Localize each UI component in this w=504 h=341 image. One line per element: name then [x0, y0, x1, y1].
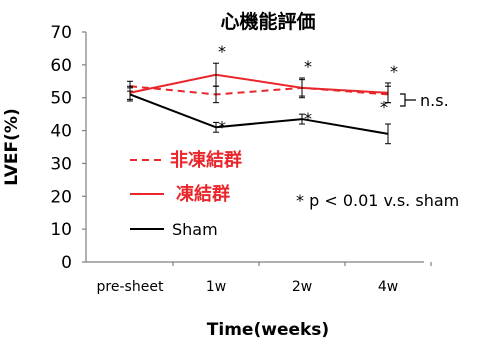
significance-star: * — [218, 117, 226, 136]
x-axis-title: Time(weeks) — [207, 320, 329, 340]
legend-item: 凍結群 — [130, 183, 230, 205]
x-tick-label: 2w — [292, 279, 312, 295]
significance-star: * — [218, 42, 226, 61]
y-tick-label: 0 — [61, 253, 72, 273]
significance-note: * p < 0.01 v.s. sham — [296, 191, 459, 210]
series-layer — [127, 62, 391, 145]
series-line — [129, 93, 389, 135]
y-axis-title: LVEF(%) — [2, 108, 22, 185]
axes — [82, 31, 432, 266]
significance-star: * — [380, 98, 388, 117]
error-bar — [385, 82, 391, 104]
chart-title: 心機能評価 — [220, 10, 315, 33]
y-tick-label: 40 — [50, 122, 72, 142]
ns-bracket — [400, 93, 416, 107]
y-tick-label: 10 — [50, 220, 72, 240]
error-bar — [213, 121, 219, 133]
legend-label: 非凍結群 — [170, 149, 242, 171]
series-line — [129, 73, 389, 94]
error-bar — [299, 113, 305, 125]
ns-label: n.s. — [420, 91, 449, 110]
y-tick-label: 20 — [50, 187, 72, 207]
error-bar — [299, 77, 305, 99]
x-tick-label: 1w — [206, 279, 226, 295]
error-bar — [213, 62, 219, 87]
significance-star: * — [304, 109, 312, 128]
legend-label: 凍結群 — [176, 183, 230, 205]
x-tick-label: pre-sheet — [97, 279, 164, 295]
series-1 — [127, 62, 391, 104]
y-tick-label: 60 — [50, 56, 72, 76]
error-bar — [385, 123, 391, 145]
error-bar — [127, 87, 133, 102]
significance-star: * — [390, 62, 398, 81]
y-tick-label: 50 — [50, 89, 72, 109]
legend-item: 非凍結群 — [130, 149, 242, 171]
y-tick-label: 70 — [50, 23, 72, 43]
significance-markers: ****** — [218, 42, 398, 136]
series-2 — [127, 87, 391, 145]
x-tick-label: 4w — [378, 279, 398, 295]
y-tick-labels: 0 10 20 30 40 50 60 70 — [50, 23, 72, 273]
x-tick-labels: pre-sheet 1w 2w 4w — [97, 279, 399, 295]
significance-star: * — [304, 57, 312, 76]
legend-label: Sham — [172, 220, 218, 239]
y-tick-label: 30 — [50, 154, 72, 174]
legend-item: Sham — [130, 220, 218, 239]
